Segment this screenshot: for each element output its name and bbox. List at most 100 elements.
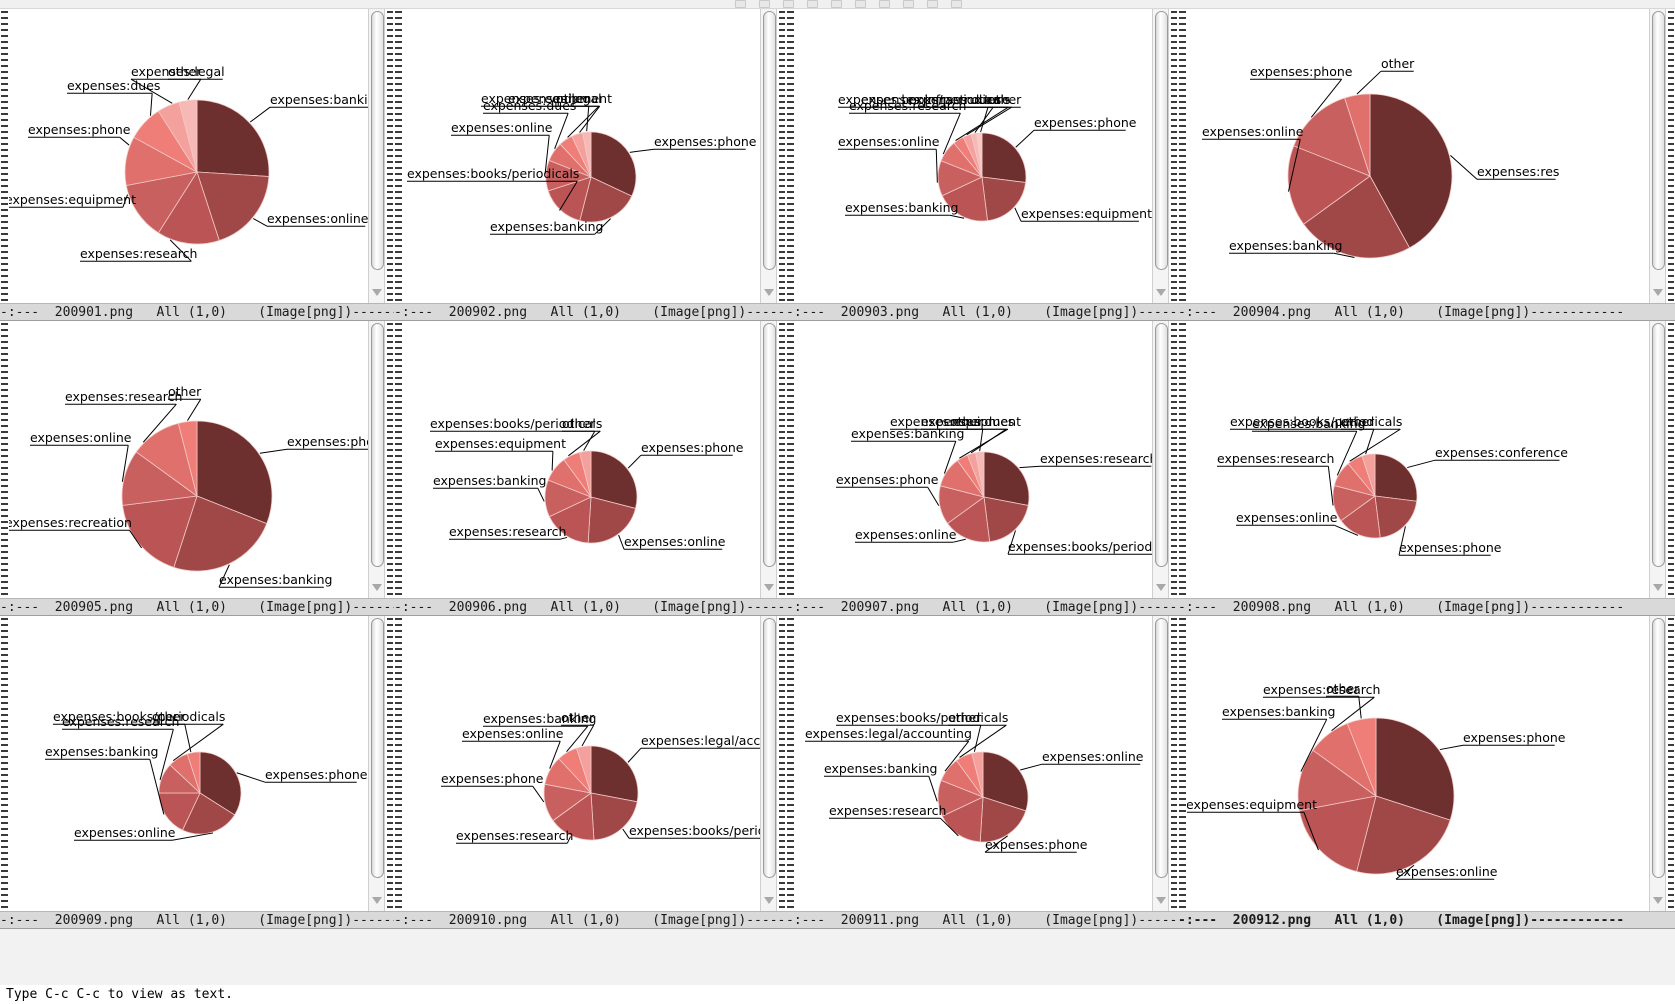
- mode-line[interactable]: -:--- 200905.png All (1,0) (Image[png])-…: [0, 598, 394, 616]
- mode-line[interactable]: -:--- 200907.png All (1,0) (Image[png])-…: [786, 598, 1178, 616]
- scrollbar-thumb[interactable]: [1652, 323, 1665, 567]
- save-icon[interactable]: [783, 0, 794, 8]
- pie-chart: expenses:phone expenses:online expenses:ba…: [45, 709, 368, 841]
- undo-icon[interactable]: [831, 0, 842, 8]
- pie-slice-label: other: [1381, 56, 1415, 71]
- chevron-down-icon[interactable]: [372, 897, 382, 904]
- mode-line[interactable]: -:--- 200903.png All (1,0) (Image[png])-…: [786, 303, 1178, 321]
- chevron-down-icon[interactable]: [372, 584, 382, 591]
- chevron-down-icon[interactable]: [1156, 584, 1166, 591]
- emacs-window[interactable]: expenses:res expenses:banking expenses:onl…: [1178, 9, 1675, 321]
- image-canvas: expenses:research expenses:books/periodic…: [795, 321, 1152, 598]
- folder-icon[interactable]: [759, 0, 770, 8]
- emacs-window[interactable]: expenses:phone expenses:equipment expenses…: [786, 9, 1178, 321]
- mode-line[interactable]: -:--- 200904.png All (1,0) (Image[png])-…: [1178, 303, 1675, 321]
- scrollbar-thumb[interactable]: [371, 618, 384, 878]
- scrollbar-thumb[interactable]: [763, 11, 776, 270]
- chevron-down-icon[interactable]: [764, 289, 774, 296]
- mode-line[interactable]: -:--- 200911.png All (1,0) (Image[png])-…: [786, 911, 1178, 929]
- scrollbar-thumb[interactable]: [371, 11, 384, 270]
- chevron-down-icon[interactable]: [1653, 897, 1663, 904]
- vertical-scrollbar[interactable]: [760, 9, 777, 303]
- emacs-window[interactable]: expenses:conference expenses:phone expense…: [1178, 321, 1675, 616]
- modeline-buffer-name: 200910.png: [448, 913, 528, 928]
- help-icon[interactable]: [951, 0, 962, 8]
- modeline-filler: ------------: [352, 913, 394, 928]
- pie-slice-label: expenses:online: [624, 534, 726, 549]
- pie-slice-label: expenses:banking: [270, 92, 368, 107]
- label-leader-line: [1007, 530, 1016, 555]
- chevron-down-icon[interactable]: [372, 289, 382, 296]
- scrollbar-thumb[interactable]: [1155, 618, 1168, 878]
- chevron-down-icon[interactable]: [1653, 289, 1663, 296]
- emacs-window[interactable]: expenses:legal/accoun expenses:books/peri…: [394, 616, 786, 929]
- modeline-filler: ------------: [352, 600, 394, 615]
- pie-slice-label: expenses:research: [829, 803, 946, 818]
- chevron-down-icon[interactable]: [764, 584, 774, 591]
- vertical-scrollbar[interactable]: [368, 9, 385, 303]
- emacs-window[interactable]: expenses:online expenses:phone expenses:re…: [786, 616, 1178, 929]
- mode-line[interactable]: -:--- 200906.png All (1,0) (Image[png])-…: [394, 598, 786, 616]
- scrollbar-thumb[interactable]: [1155, 11, 1168, 270]
- label-leader-line: [1287, 139, 1301, 192]
- paste-icon[interactable]: [903, 0, 914, 8]
- image-canvas: expenses:legal/accoun expenses:books/peri…: [403, 616, 760, 911]
- label-leader-line: [928, 776, 938, 802]
- modeline-position: All (1,0): [1311, 600, 1405, 615]
- mode-line[interactable]: -:--- 200912.png All (1,0) (Image[png])-…: [1178, 911, 1675, 929]
- modeline-major-mode: (Image[png]): [621, 913, 747, 928]
- emacs-window[interactable]: expenses:research expenses:books/periodic…: [786, 321, 1178, 616]
- emacs-window[interactable]: expenses:phone expenses:banking expenses:b…: [394, 9, 786, 321]
- chevron-down-icon[interactable]: [1653, 584, 1663, 591]
- scrollbar-thumb[interactable]: [1652, 11, 1665, 270]
- scrollbar-thumb[interactable]: [763, 618, 776, 878]
- mode-line[interactable]: -:--- 200901.png All (1,0) (Image[png])-…: [0, 303, 394, 321]
- window-divider: [386, 9, 394, 303]
- search-icon[interactable]: [927, 0, 938, 8]
- file-icon[interactable]: [735, 0, 746, 8]
- cut-icon[interactable]: [855, 0, 866, 8]
- mode-line[interactable]: -:--- 200909.png All (1,0) (Image[png])-…: [0, 911, 394, 929]
- chevron-down-icon[interactable]: [764, 897, 774, 904]
- emacs-window[interactable]: expenses:phone expenses:online expenses:re…: [394, 321, 786, 616]
- mode-line[interactable]: -:--- 200902.png All (1,0) (Image[png])-…: [394, 303, 786, 321]
- label-leader-line: [1019, 465, 1041, 469]
- vertical-scrollbar[interactable]: [1649, 9, 1666, 303]
- chevron-down-icon[interactable]: [1156, 897, 1166, 904]
- pie-slice: [582, 131, 592, 178]
- vertical-scrollbar[interactable]: [1649, 616, 1666, 911]
- left-fringe: [0, 9, 9, 321]
- scrollbar-thumb[interactable]: [1652, 618, 1665, 878]
- window-divider: [1170, 321, 1178, 598]
- copy-icon[interactable]: [879, 0, 890, 8]
- pie-slice-label: expenses:conference: [1435, 445, 1568, 460]
- mode-line[interactable]: -:--- 200908.png All (1,0) (Image[png])-…: [1178, 598, 1675, 616]
- scrollbar-thumb[interactable]: [371, 323, 384, 567]
- pie-slice: [178, 99, 198, 173]
- vertical-scrollbar[interactable]: [368, 616, 385, 911]
- vertical-scrollbar[interactable]: [760, 616, 777, 911]
- vertical-scrollbar[interactable]: [760, 321, 777, 598]
- emacs-window[interactable]: expenses:phone expenses:online expenses:eq…: [1178, 616, 1675, 929]
- label-leader-line: [1303, 812, 1319, 851]
- label-leader-line: [172, 832, 214, 841]
- scrollbar-thumb[interactable]: [763, 323, 776, 567]
- vertical-scrollbar[interactable]: [1152, 321, 1169, 598]
- modeline-prefix: -:---: [1178, 600, 1233, 615]
- pie-slice: [982, 751, 1029, 812]
- label-leader-line: [537, 487, 545, 502]
- emacs-window[interactable]: expenses:banking expenses:online expenses:…: [0, 9, 394, 321]
- vertical-scrollbar[interactable]: [368, 321, 385, 598]
- vertical-scrollbar[interactable]: [1152, 616, 1169, 911]
- vertical-scrollbar[interactable]: [1649, 321, 1666, 598]
- mode-line[interactable]: -:--- 200910.png All (1,0) (Image[png])-…: [394, 911, 786, 929]
- emacs-window[interactable]: expenses:phone expenses:online expenses:ba…: [0, 616, 394, 929]
- scrollbar-thumb[interactable]: [1155, 323, 1168, 567]
- print-icon[interactable]: [807, 0, 818, 8]
- chevron-down-icon[interactable]: [1156, 289, 1166, 296]
- emacs-window[interactable]: expenses:phone expenses:banking expenses:r…: [0, 321, 394, 616]
- vertical-scrollbar[interactable]: [1152, 9, 1169, 303]
- pie-slice-label: expenses:equipment: [435, 436, 566, 451]
- modeline-prefix: -:---: [394, 305, 449, 320]
- pie-slice-label: expenses:banking: [1252, 416, 1365, 431]
